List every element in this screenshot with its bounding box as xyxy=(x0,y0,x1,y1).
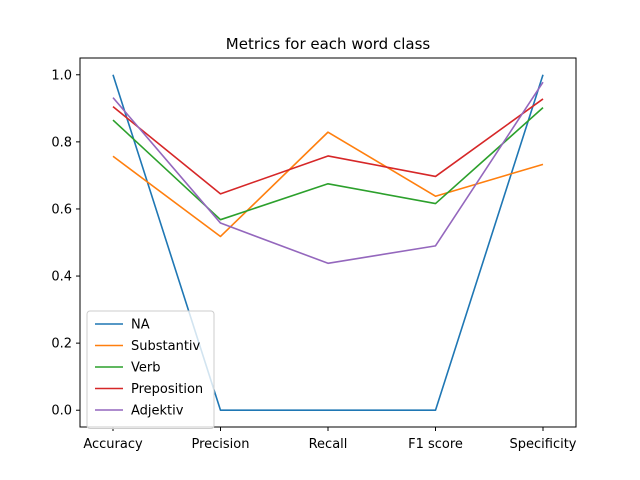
series-layer xyxy=(112,74,544,412)
series-line-verb xyxy=(112,107,544,221)
y-tick-label: 0.8 xyxy=(51,135,72,150)
y-tick-label: 0.4 xyxy=(51,270,72,285)
y-axis: 0.0 0.2 0.4 0.6 0.8 1.0 xyxy=(51,68,80,419)
y-tick-label: 1.0 xyxy=(51,68,72,83)
x-tick-label: Specificity xyxy=(510,437,577,452)
y-tick-label: 0.6 xyxy=(51,202,72,217)
legend-label: Preposition xyxy=(131,382,203,397)
x-tick-label: Accuracy xyxy=(83,437,143,452)
legend-label: Adjektiv xyxy=(131,404,184,419)
legend-box xyxy=(86,310,215,429)
x-tick-label: F1 score xyxy=(408,437,463,452)
legend-label: NA xyxy=(131,318,150,333)
chart-title: Metrics for each word class xyxy=(226,35,431,53)
y-tick-label: 0.0 xyxy=(51,404,72,419)
legend: NA Substantiv Verb Preposition Adjektiv xyxy=(86,310,215,429)
x-tick-label: Precision xyxy=(191,437,249,452)
y-tick-label: 0.2 xyxy=(51,337,72,352)
legend-label: Substantiv xyxy=(131,339,201,354)
x-tick-label: Recall xyxy=(309,437,348,452)
legend-label: Verb xyxy=(131,361,160,376)
x-axis: Accuracy Precision Recall F1 score Specifici… xyxy=(83,427,577,452)
series-line-adjektiv xyxy=(112,81,544,265)
